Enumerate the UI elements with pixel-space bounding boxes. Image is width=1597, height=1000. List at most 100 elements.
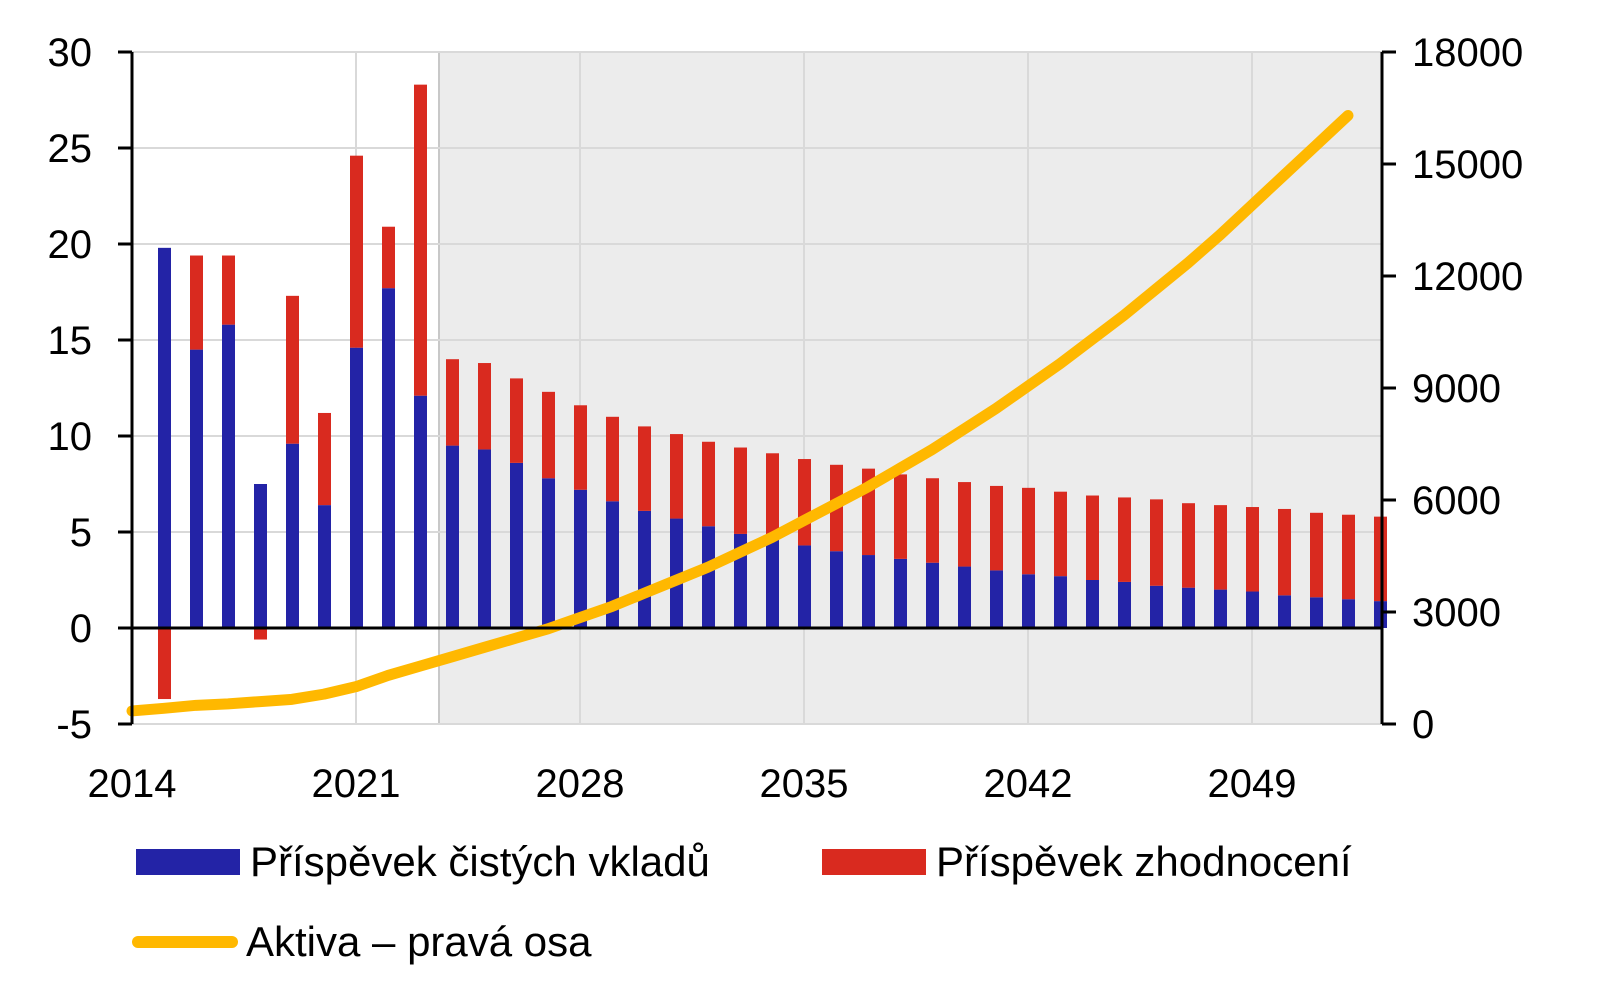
bar-net-deposits: [1150, 585, 1163, 628]
left-tick-label: 15: [48, 319, 93, 363]
right-tick-label: 15000: [1412, 143, 1523, 187]
x-tick-label: 2021: [312, 762, 401, 806]
bar-net-deposits: [222, 324, 235, 628]
bar-net-deposits: [446, 445, 459, 628]
bar-valuation: [702, 441, 715, 527]
bar-valuation: [190, 255, 203, 350]
bar-net-deposits: [286, 443, 299, 628]
bar-valuation: [1278, 508, 1291, 596]
bar-net-deposits: [478, 449, 491, 628]
bar-valuation: [670, 434, 683, 519]
bar-net-deposits: [1246, 591, 1259, 628]
bar-net-deposits: [926, 562, 939, 628]
x-axis-ticks: 2014 2021 2028 2035 2042 2049: [88, 762, 1297, 806]
bar-net-deposits: [1310, 597, 1323, 628]
bar-valuation: [542, 391, 555, 479]
right-tick-label: 6000: [1412, 479, 1501, 523]
bar-valuation: [510, 378, 523, 463]
bar-valuation: [254, 628, 267, 640]
bar-net-deposits: [1182, 587, 1195, 628]
bar-net-deposits: [542, 478, 555, 628]
bar-valuation: [606, 416, 619, 502]
legend-item-valuation: Příspěvek zhodnocení: [822, 838, 1352, 886]
bar-net-deposits: [670, 518, 683, 628]
left-tick-label: -5: [56, 703, 92, 747]
bar-net-deposits: [766, 539, 779, 628]
bar-valuation: [222, 255, 235, 325]
bar-valuation: [574, 405, 587, 490]
bar-valuation: [350, 155, 363, 348]
x-tick-label: 2049: [1208, 762, 1297, 806]
bar-valuation: [382, 226, 395, 289]
bar-net-deposits: [414, 395, 427, 628]
bar-series: [158, 84, 1387, 700]
bar-net-deposits: [1342, 599, 1355, 628]
assets-line: [126, 109, 1354, 717]
bar-valuation: [926, 478, 939, 563]
left-tick-label: 25: [48, 127, 93, 171]
bar-valuation: [1118, 497, 1131, 582]
bar-net-deposits: [862, 555, 875, 628]
left-tick-label: 5: [70, 511, 92, 555]
bar-valuation: [1054, 491, 1067, 577]
bar-net-deposits: [318, 505, 331, 628]
legend-label: Příspěvek zhodnocení: [936, 838, 1352, 885]
bar-net-deposits: [1278, 595, 1291, 628]
bar-net-deposits: [158, 247, 171, 628]
bar-net-deposits: [1086, 580, 1099, 628]
bar-valuation: [638, 426, 651, 511]
bar-valuation: [1150, 499, 1163, 586]
bar-valuation: [414, 84, 427, 396]
bar-net-deposits: [1054, 576, 1067, 628]
bar-net-deposits: [894, 558, 907, 628]
legend-item-assets: Aktiva – pravá osa: [132, 918, 592, 966]
bar-net-deposits: [958, 566, 971, 628]
bar-valuation: [1022, 487, 1035, 575]
bar-valuation: [958, 482, 971, 567]
bar-valuation: [1342, 514, 1355, 600]
bar-valuation: [1214, 505, 1227, 590]
bar-net-deposits: [350, 347, 363, 628]
bar-net-deposits: [1022, 574, 1035, 628]
bar-net-deposits: [510, 462, 523, 628]
bar-valuation: [798, 459, 811, 546]
right-tick-label: 18000: [1412, 31, 1523, 75]
right-tick-label: 0: [1412, 703, 1434, 747]
x-tick-label: 2035: [760, 762, 849, 806]
legend-label: Příspěvek čistých vkladů: [250, 838, 710, 885]
bar-valuation: [478, 363, 491, 450]
left-tick-label: 0: [70, 607, 92, 651]
right-tick-label: 12000: [1412, 255, 1523, 299]
bar-valuation: [1086, 495, 1099, 580]
bar-valuation: [766, 453, 779, 540]
bar-net-deposits: [798, 545, 811, 628]
bar-net-deposits: [990, 570, 1003, 628]
right-axis-ticks: 0 3000 6000 9000 12000 15000 18000: [1382, 31, 1523, 747]
legend-swatch-line: [132, 936, 238, 948]
bar-valuation: [286, 295, 299, 444]
x-tick-label: 2014: [88, 762, 177, 806]
bar-net-deposits: [830, 551, 843, 628]
bar-net-deposits: [574, 489, 587, 628]
bar-valuation: [894, 474, 907, 559]
left-tick-label: 10: [48, 415, 93, 459]
bar-net-deposits: [606, 501, 619, 628]
x-tick-label: 2042: [984, 762, 1073, 806]
bar-valuation: [1246, 507, 1259, 592]
bar-valuation: [446, 359, 459, 446]
bar-valuation: [734, 447, 747, 534]
bar-net-deposits: [1118, 581, 1131, 628]
left-tick-label: 20: [48, 223, 93, 267]
legend-swatch-blue: [136, 849, 240, 875]
legend-label: Aktiva – pravá osa: [246, 918, 592, 965]
left-axis-ticks: -5 0 5 10 15 20 25 30: [48, 31, 132, 747]
bar-net-deposits: [638, 510, 651, 628]
bar-net-deposits: [190, 349, 203, 628]
bar-valuation: [1310, 512, 1323, 598]
bar-net-deposits: [1214, 589, 1227, 628]
right-tick-label: 9000: [1412, 367, 1501, 411]
bar-net-deposits: [382, 288, 395, 628]
line-series: [126, 109, 1354, 717]
right-tick-label: 3000: [1412, 591, 1501, 635]
